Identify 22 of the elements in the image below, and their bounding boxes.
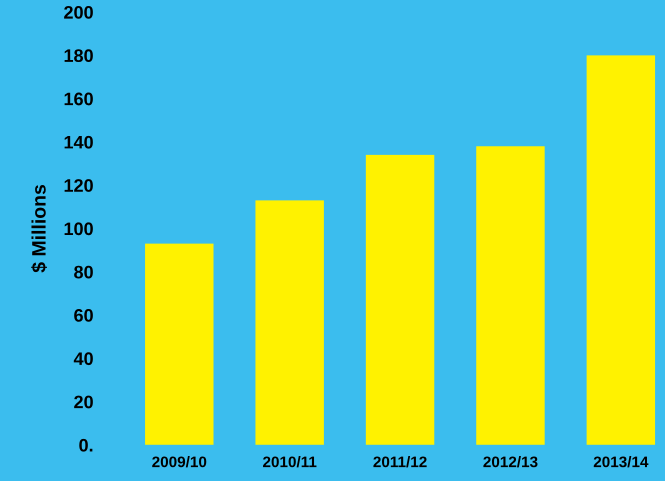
x-tick-label: 2012/13 (483, 456, 538, 468)
x-tick-label: 2013/14 (594, 456, 648, 468)
bar (366, 154, 434, 445)
y-axis-title: $ Millions (31, 184, 48, 273)
y-tick-label: 120 (64, 179, 93, 192)
y-tick-label: 180 (64, 49, 93, 62)
y-tick-label: 0. (79, 438, 92, 452)
bar (255, 200, 324, 445)
y-tick-label: 60 (74, 308, 93, 322)
y-tick-label: 20 (74, 396, 93, 408)
y-tick-label: 160 (64, 92, 93, 106)
y-tick-label: 100 (64, 222, 93, 236)
y-tick-label: 40 (74, 352, 93, 366)
bar (586, 55, 656, 445)
y-tick-label: 80 (74, 266, 93, 278)
x-tick-label: 2010/11 (263, 456, 316, 468)
y-tick-label: 200 (64, 6, 93, 19)
x-tick-label: 2009/10 (152, 456, 206, 468)
x-tick-label: 2011/12 (373, 456, 427, 468)
y-tick-label: 140 (64, 136, 93, 149)
bar (476, 146, 545, 445)
bar (145, 244, 214, 445)
